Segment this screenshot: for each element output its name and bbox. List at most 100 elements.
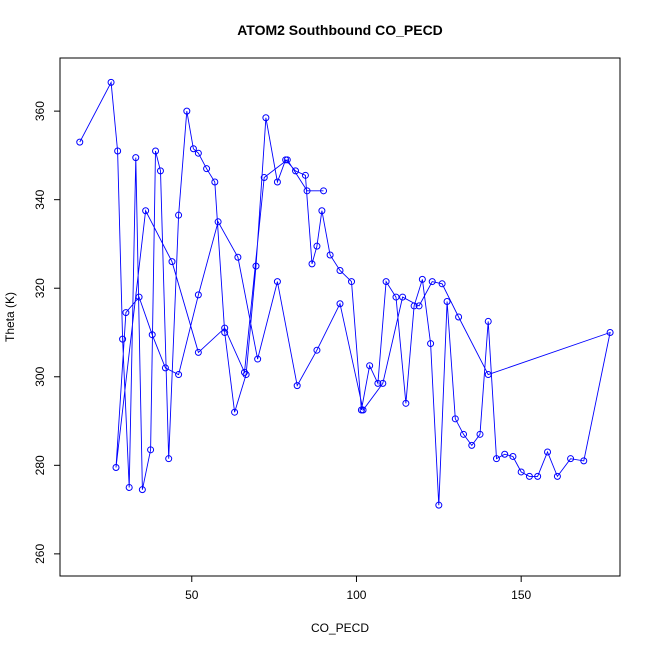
data-point [517,468,525,476]
data-point [428,278,436,286]
y-tick-label: 260 [33,544,47,564]
data-point [112,464,120,472]
data-point [326,251,334,259]
data-point [476,430,484,438]
data-point [125,483,133,491]
data-point [273,178,281,186]
data-point [301,171,309,179]
data-point [283,156,291,164]
data-point [509,452,517,460]
data-point [114,147,122,155]
data-point [606,328,614,336]
x-axis-label: CO_PECD [311,621,369,635]
data-point [336,300,344,308]
series-line [79,80,611,506]
data-point [410,302,418,310]
data-point [183,107,191,115]
data-point [308,260,316,268]
data-series [76,78,614,509]
data-point [501,450,509,458]
data-point [260,174,268,182]
data-point [214,218,222,226]
data-point [148,331,156,339]
data-point [231,408,239,416]
data-point [468,441,476,449]
data-point [359,406,367,414]
data-point [320,187,328,195]
data-point [211,178,219,186]
data-point [107,78,115,86]
data-point [443,298,451,306]
x-tick-label: 50 [185,588,199,602]
data-point [418,275,426,283]
data-point [76,138,84,146]
y-tick-label: 280 [33,455,47,475]
data-point [135,293,143,301]
chart-title: ATOM2 Southbound CO_PECD [237,22,443,38]
data-point [348,278,356,286]
x-tick-label: 100 [346,588,366,602]
data-point [242,371,250,379]
data-point [168,258,176,266]
data-point [415,302,423,310]
data-point [161,364,169,372]
data-point [435,501,443,509]
data-point [156,167,164,175]
y-tick-label: 300 [33,366,47,386]
data-point [580,457,588,465]
data-point [203,165,211,173]
y-tick-label: 340 [33,189,47,209]
data-point [262,114,270,122]
data-point [438,280,446,288]
data-point [221,324,229,332]
plot-frame [59,57,621,577]
data-point [240,368,248,376]
data-point [119,335,127,343]
data-point [194,149,202,157]
data-point [382,278,390,286]
data-point [553,472,561,480]
data-point [189,145,197,153]
y-tick-label: 320 [33,278,47,298]
data-point [292,167,300,175]
data-point [451,415,459,423]
data-point [132,154,140,162]
data-point [152,147,160,155]
data-point [303,187,311,195]
data-point [318,207,326,215]
data-point [525,472,533,480]
data-point [484,317,492,325]
data-point [379,379,387,387]
data-point [175,211,183,219]
data-point [366,362,374,370]
data-point [252,262,260,270]
data-point [147,446,155,454]
axis-ticks: 50 100 150 260 280 300 320 340 360 [33,101,532,602]
data-point [544,448,552,456]
data-point [484,371,492,379]
data-point [194,348,202,356]
x-tick-label: 150 [511,588,531,602]
data-point [427,340,435,348]
data-point [254,355,262,363]
data-point [402,399,410,407]
data-point [534,472,542,480]
data-point [175,371,183,379]
data-point [194,291,202,299]
y-axis-label: Theta (K) [3,292,17,342]
data-point [122,309,130,317]
data-point [273,278,281,286]
data-point [336,267,344,275]
data-point [313,242,321,250]
data-point [234,253,242,261]
data-point [138,486,146,494]
data-point [374,379,382,387]
data-point [221,328,229,336]
data-point [293,382,301,390]
data-point [165,455,173,463]
data-point [460,430,468,438]
data-point [313,346,321,354]
data-point [142,207,150,215]
data-point [455,313,463,321]
